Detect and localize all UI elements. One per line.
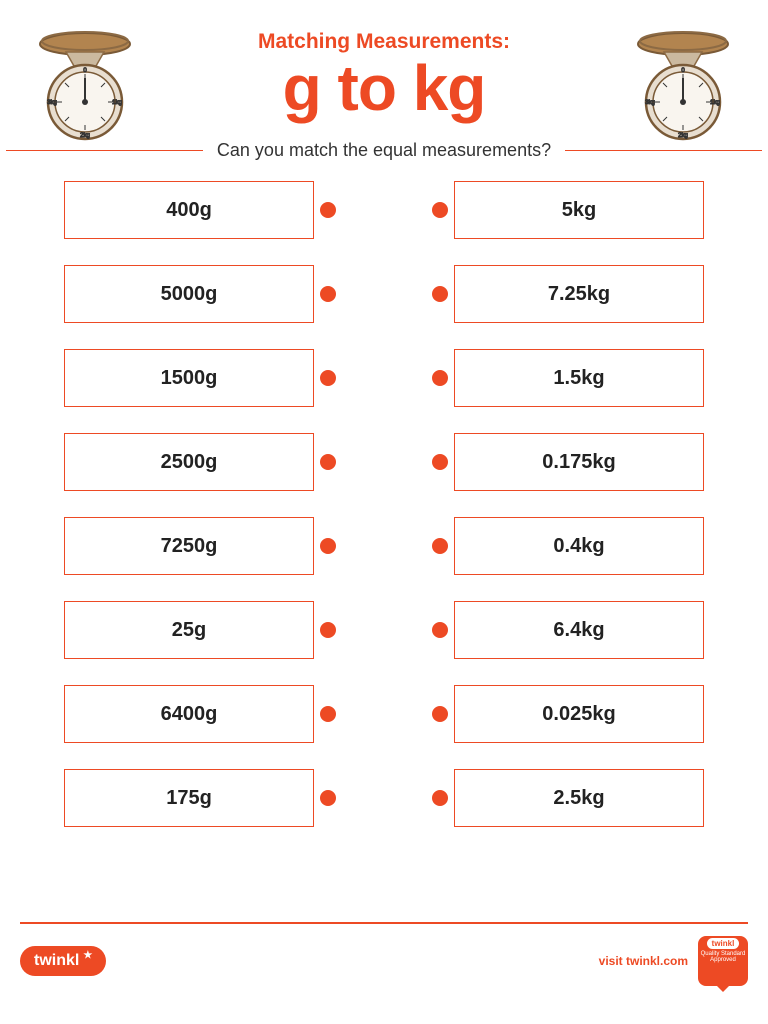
- footer: twinkl ★ visit twinkl.com twinkl Quality …: [0, 922, 768, 986]
- connector-dot[interactable]: [432, 706, 448, 722]
- right-column: 5kg 7.25kg 1.5kg 0.175kg 0.4kg 6.4kg 0.025kg 2.…: [454, 181, 704, 827]
- match-item: 5000g: [64, 265, 314, 323]
- footer-divider: [20, 922, 748, 924]
- svg-text:3kg: 3kg: [645, 100, 655, 106]
- svg-text:2kg: 2kg: [678, 133, 688, 139]
- measurement-box: 6400g: [64, 685, 314, 743]
- connector-dot[interactable]: [432, 454, 448, 470]
- measurement-box: 175g: [64, 769, 314, 827]
- match-item: 1.5kg: [454, 349, 704, 407]
- connector-dot[interactable]: [320, 370, 336, 386]
- measurement-box: 400g: [64, 181, 314, 239]
- svg-text:2kg: 2kg: [80, 133, 90, 139]
- connector-dot[interactable]: [320, 790, 336, 806]
- connector-dot[interactable]: [320, 706, 336, 722]
- measurement-box: 1.5kg: [454, 349, 704, 407]
- connector-dot[interactable]: [320, 622, 336, 638]
- quality-badge: twinkl Quality Standard Approved: [698, 936, 748, 986]
- connector-dot[interactable]: [432, 538, 448, 554]
- match-item: 6400g: [64, 685, 314, 743]
- measurement-box: 2500g: [64, 433, 314, 491]
- match-item: 7.25kg: [454, 265, 704, 323]
- measurement-box: 25g: [64, 601, 314, 659]
- star-icon: ★: [83, 950, 92, 961]
- badge-ribbon-icon: [715, 984, 731, 992]
- visit-link-text: visit twinkl.com: [599, 954, 688, 968]
- connector-dot[interactable]: [432, 202, 448, 218]
- connector-dot[interactable]: [432, 286, 448, 302]
- connector-dot[interactable]: [432, 370, 448, 386]
- measurement-box: 5kg: [454, 181, 704, 239]
- connector-dot[interactable]: [320, 286, 336, 302]
- divider-line: [565, 150, 762, 151]
- match-item: 0.4kg: [454, 517, 704, 575]
- instruction-row: Can you match the equal measurements?: [0, 140, 768, 161]
- header: Matching Measurements: g to kg 0 1kg 2kg…: [0, 0, 768, 120]
- left-column: 400g 5000g 1500g 2500g 7250g 25g 6400g 175g: [64, 181, 314, 827]
- measurement-box: 7250g: [64, 517, 314, 575]
- connector-dot[interactable]: [320, 454, 336, 470]
- measurement-box: 0.025kg: [454, 685, 704, 743]
- match-item: 7250g: [64, 517, 314, 575]
- match-item: 6.4kg: [454, 601, 704, 659]
- measurement-box: 1500g: [64, 349, 314, 407]
- measurement-box: 6.4kg: [454, 601, 704, 659]
- brand-logo-text: twinkl: [34, 952, 79, 970]
- measurement-box: 0.4kg: [454, 517, 704, 575]
- match-item: 1500g: [64, 349, 314, 407]
- svg-text:3kg: 3kg: [47, 100, 57, 106]
- connector-dot[interactable]: [432, 622, 448, 638]
- measurement-box: 0.175kg: [454, 433, 704, 491]
- connector-dot[interactable]: [320, 538, 336, 554]
- scale-icon-left: 0 1kg 2kg 3kg: [30, 22, 140, 142]
- measurement-box: 2.5kg: [454, 769, 704, 827]
- match-item: 400g: [64, 181, 314, 239]
- match-item: 0.025kg: [454, 685, 704, 743]
- connector-dot[interactable]: [432, 790, 448, 806]
- match-item: 0.175kg: [454, 433, 704, 491]
- match-item: 25g: [64, 601, 314, 659]
- svg-text:1kg: 1kg: [710, 100, 720, 106]
- match-item: 2500g: [64, 433, 314, 491]
- scale-icon-right: 0 1kg 2kg 3kg: [628, 22, 738, 142]
- matching-columns: 400g 5000g 1500g 2500g 7250g 25g 6400g 175g 5kg…: [0, 181, 768, 827]
- badge-line2: Approved: [710, 957, 736, 963]
- match-item: 2.5kg: [454, 769, 704, 827]
- match-item: 5kg: [454, 181, 704, 239]
- brand-logo: twinkl ★: [20, 946, 106, 976]
- instruction-text: Can you match the equal measurements?: [203, 140, 565, 161]
- svg-text:1kg: 1kg: [112, 100, 122, 106]
- measurement-box: 5000g: [64, 265, 314, 323]
- badge-brand: twinkl: [707, 938, 740, 949]
- measurement-box: 7.25kg: [454, 265, 704, 323]
- match-item: 175g: [64, 769, 314, 827]
- connector-dot[interactable]: [320, 202, 336, 218]
- divider-line: [6, 150, 203, 151]
